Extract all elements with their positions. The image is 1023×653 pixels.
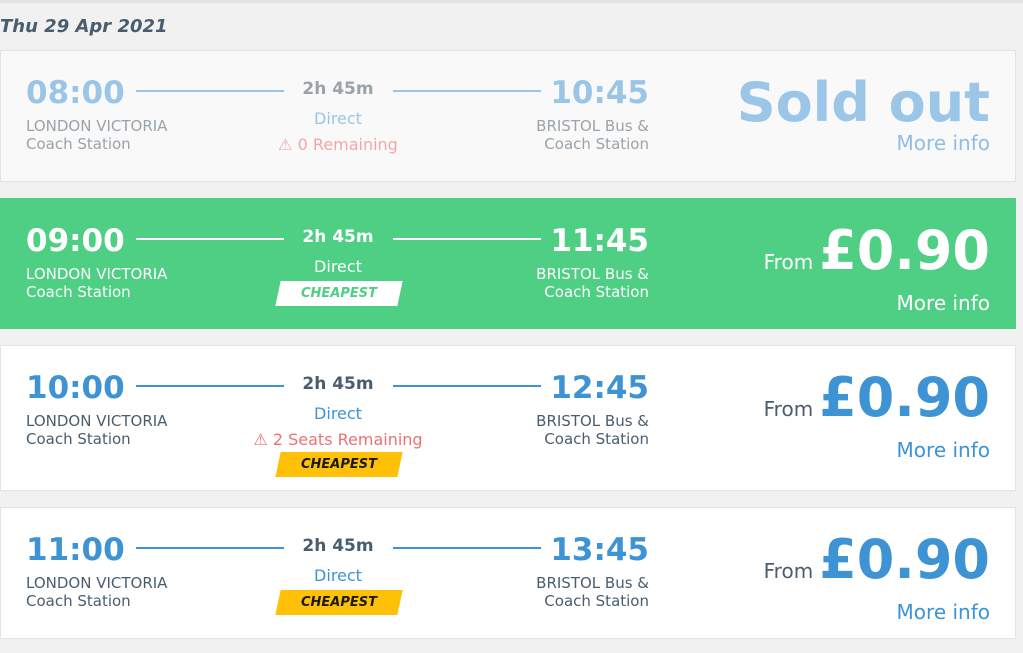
arrival-time: 11:45 — [550, 223, 649, 259]
journey-type: Direct — [314, 404, 362, 423]
more-info-link[interactable]: More info — [896, 291, 990, 315]
top-divider — [0, 0, 1023, 3]
more-info-link[interactable]: More info — [896, 131, 990, 155]
date-heading: Thu 29 Apr 2021 — [0, 16, 168, 37]
seats-remaining-text: 2 Seats Remaining — [272, 430, 423, 449]
from-label: From — [763, 397, 814, 421]
destination-station: BRISTOL Bus & Coach Station — [536, 574, 649, 610]
price: From £0.90 — [764, 528, 990, 591]
journey-card[interactable]: 10:00 LONDON VICTORIA Coach Station 2h 4… — [0, 345, 1016, 491]
price-amount: £0.90 — [819, 366, 990, 429]
cheapest-badge: CHEAPEST — [275, 590, 403, 615]
price: Sold out — [731, 71, 990, 134]
origin-station: LONDON VICTORIA Coach Station — [26, 412, 168, 448]
cheapest-badge: CHEAPEST — [275, 281, 403, 306]
route-line — [393, 238, 541, 240]
route-line — [136, 547, 284, 549]
arrival-time: 10:45 — [550, 75, 649, 111]
price-amount: Sold out — [736, 71, 990, 134]
duration: 2h 45m — [302, 536, 374, 556]
journey-type: Direct — [314, 566, 362, 585]
journey-type: Direct — [314, 257, 362, 276]
destination-station: BRISTOL Bus & Coach Station — [536, 265, 649, 301]
route-line — [136, 90, 284, 92]
duration: 2h 45m — [302, 79, 374, 99]
journey-card[interactable]: 09:00 LONDON VICTORIA Coach Station 2h 4… — [0, 198, 1016, 329]
from-label: From — [763, 250, 814, 274]
route-line — [393, 90, 541, 92]
price: From £0.90 — [764, 366, 990, 429]
duration: 2h 45m — [302, 227, 374, 247]
route-line — [393, 385, 541, 387]
journey-card[interactable]: 08:00 LONDON VICTORIA Coach Station 2h 4… — [0, 50, 1016, 182]
cheapest-badge: CHEAPEST — [275, 452, 403, 477]
badge-label: CHEAPEST — [300, 286, 377, 301]
more-info-link[interactable]: More info — [896, 438, 990, 462]
seats-remaining-text: 0 Remaining — [297, 135, 398, 154]
route-line — [136, 385, 284, 387]
warning-icon: ⚠ — [278, 135, 293, 154]
warning-icon: ⚠ — [253, 430, 268, 449]
destination-station: BRISTOL Bus & Coach Station — [536, 117, 649, 153]
badge-label: CHEAPEST — [300, 457, 377, 472]
seats-remaining: ⚠ 0 Remaining — [238, 135, 438, 154]
route-line — [136, 238, 284, 240]
departure-time: 09:00 — [26, 223, 125, 259]
destination-station: BRISTOL Bus & Coach Station — [536, 412, 649, 448]
price-amount: £0.90 — [819, 528, 990, 591]
departure-time: 11:00 — [26, 532, 125, 568]
origin-station: LONDON VICTORIA Coach Station — [26, 265, 168, 301]
journey-card[interactable]: 11:00 LONDON VICTORIA Coach Station 2h 4… — [0, 507, 1016, 639]
route-line — [393, 547, 541, 549]
price-amount: £0.90 — [819, 219, 990, 282]
origin-station: LONDON VICTORIA Coach Station — [26, 117, 168, 153]
departure-time: 08:00 — [26, 75, 125, 111]
arrival-time: 12:45 — [550, 370, 649, 406]
badge-label: CHEAPEST — [300, 595, 377, 610]
journey-type: Direct — [314, 109, 362, 128]
from-label: From — [763, 559, 814, 583]
departure-time: 10:00 — [26, 370, 125, 406]
duration: 2h 45m — [302, 374, 374, 394]
price: From £0.90 — [764, 219, 990, 282]
origin-station: LONDON VICTORIA Coach Station — [26, 574, 168, 610]
more-info-link[interactable]: More info — [896, 600, 990, 624]
arrival-time: 13:45 — [550, 532, 649, 568]
seats-remaining: ⚠ 2 Seats Remaining — [238, 430, 438, 449]
